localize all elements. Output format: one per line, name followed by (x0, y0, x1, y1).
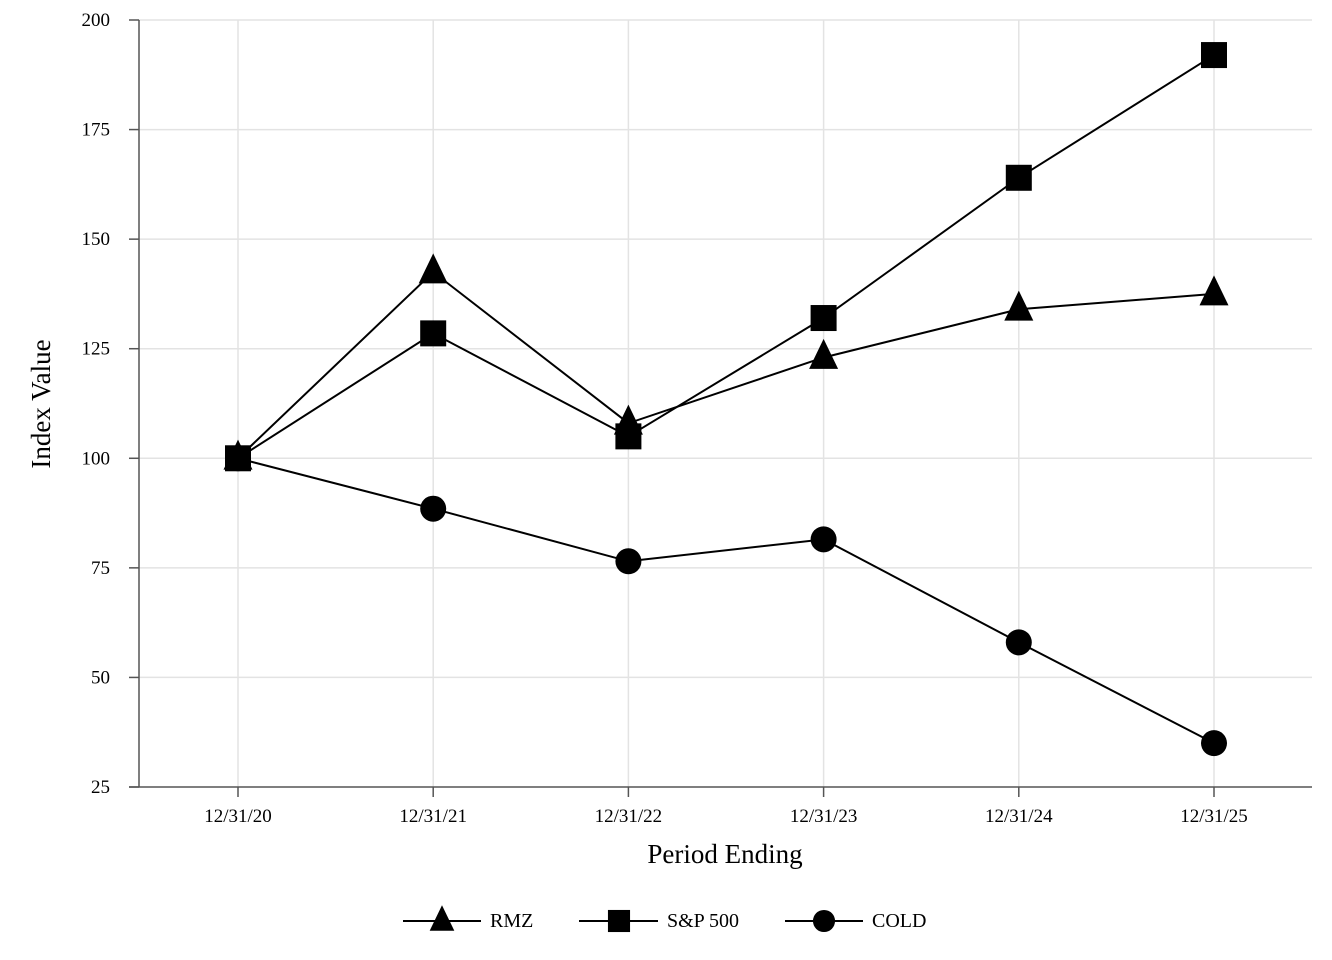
legend-label: RMZ (490, 910, 533, 932)
triangle-marker (429, 905, 455, 931)
y-tick-label: 125 (82, 339, 111, 360)
series-line (237, 270, 1215, 460)
circle-marker (810, 526, 837, 553)
x-tick-label: 12/31/22 (595, 806, 663, 827)
y-tick-label: 100 (82, 448, 111, 469)
square-marker (1201, 42, 1227, 69)
legend-label: S&P 500 (667, 910, 739, 932)
y-tick-labels: 25 50 75 100 125 150 175 200 (82, 10, 111, 798)
square-marker (1005, 164, 1032, 191)
y-tick-label: 150 (82, 229, 111, 250)
axes (129, 19, 1312, 797)
circle-marker (812, 909, 836, 933)
x-axis-title: Period Ending (647, 839, 802, 869)
triangle-marker (418, 253, 448, 284)
circle-marker (1005, 629, 1032, 656)
legend-item-cold: COLD (785, 909, 926, 933)
square-marker (810, 305, 837, 332)
series-s-p-500 (225, 42, 1227, 472)
series-rmz (223, 253, 1229, 470)
legend-item-rmz: RMZ (403, 905, 533, 932)
circle-marker (615, 548, 642, 575)
x-tick-label: 12/31/20 (204, 806, 272, 827)
triangle-marker (1004, 290, 1034, 321)
series-cold (225, 445, 1227, 757)
y-tick-label: 75 (91, 558, 110, 579)
y-tick-label: 200 (82, 10, 111, 31)
series-line (237, 54, 1215, 460)
square-marker (607, 909, 631, 933)
triangle-marker (809, 338, 839, 369)
square-marker (420, 320, 447, 347)
circle-marker (420, 495, 447, 522)
y-tick-label: 50 (91, 667, 110, 688)
triangle-marker (1199, 275, 1229, 306)
y-axis-title: Index Value (26, 339, 56, 468)
y-tick-label: 25 (91, 777, 110, 798)
y-tick-label: 175 (82, 120, 111, 141)
x-tick-labels: 12/31/20 12/31/21 12/31/22 12/31/23 12/31/24… (204, 806, 1248, 827)
circle-marker (1201, 730, 1227, 757)
series-line (237, 457, 1215, 745)
x-tick-label: 12/31/24 (985, 806, 1053, 827)
circle-marker (225, 445, 251, 472)
square-marker (615, 423, 642, 450)
legend: RMZ S&P 500 COLD (403, 905, 926, 933)
series-group (223, 42, 1229, 757)
x-tick-label: 12/31/23 (790, 806, 858, 827)
x-tick-label: 12/31/25 (1180, 806, 1248, 827)
legend-item-s-p-500: S&P 500 (579, 909, 739, 933)
grid-lines (139, 19, 1312, 787)
x-tick-label: 12/31/21 (399, 806, 467, 827)
legend-label: COLD (872, 910, 926, 932)
